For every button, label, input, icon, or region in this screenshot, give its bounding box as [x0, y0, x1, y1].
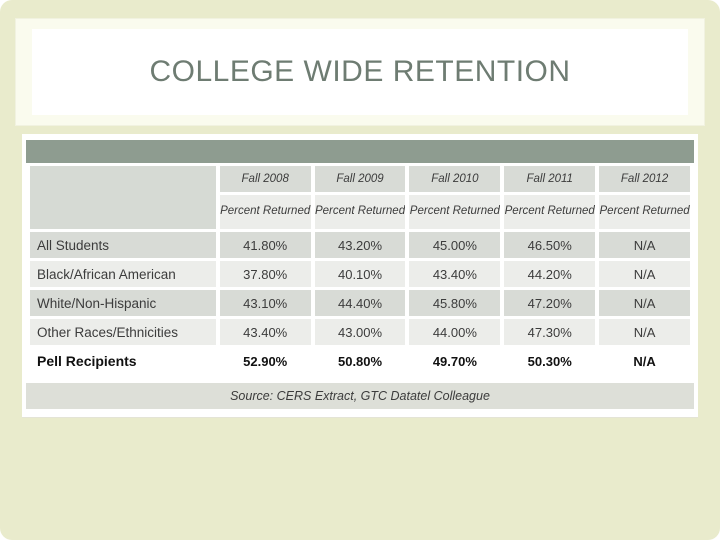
table-row: Black/African American 37.80% 40.10% 43.…: [30, 261, 690, 287]
data-cell: 45.80%: [409, 290, 501, 316]
table-row: White/Non-Hispanic 43.10% 44.40% 45.80% …: [30, 290, 690, 316]
row-label: All Students: [30, 232, 216, 258]
column-header: Fall 2010: [409, 166, 501, 192]
data-cell: 43.40%: [409, 261, 501, 287]
data-cell: 46.50%: [504, 232, 596, 258]
data-cell: 43.20%: [314, 232, 406, 258]
data-cell: 44.00%: [409, 319, 501, 345]
title-box: COLLEGE WIDE RETENTION: [32, 29, 688, 115]
data-cell: 47.20%: [504, 290, 596, 316]
row-label: White/Non-Hispanic: [30, 290, 216, 316]
data-cell: N/A: [599, 348, 690, 374]
subheader-cell: Percent Returned: [504, 195, 596, 229]
subheader-cell: Percent Returned: [314, 195, 406, 229]
row-label: Black/African American: [30, 261, 216, 287]
data-cell: 44.20%: [504, 261, 596, 287]
title-card: COLLEGE WIDE RETENTION: [15, 18, 705, 126]
data-cell: 52.90%: [219, 348, 311, 374]
table-card: Fall 2008 Fall 2009 Fall 2010 Fall 2011 …: [22, 134, 698, 418]
table-header-row-terms: Fall 2008 Fall 2009 Fall 2010 Fall 2011 …: [30, 166, 690, 229]
data-cell: 43.00%: [314, 319, 406, 345]
row-label: Other Races/Ethnicities: [30, 319, 216, 345]
data-cell: 44.40%: [314, 290, 406, 316]
column-header: Fall 2009: [314, 166, 406, 192]
table-header-band: [26, 140, 694, 163]
data-cell: N/A: [599, 319, 690, 345]
page-title: COLLEGE WIDE RETENTION: [149, 55, 571, 88]
table-row-pell-recipients: Pell Recipients 52.90% 50.80% 49.70% 50.…: [30, 348, 690, 374]
data-cell: N/A: [599, 261, 690, 287]
data-cell: N/A: [599, 290, 690, 316]
data-cell: N/A: [599, 232, 690, 258]
source-note: Source: CERS Extract, GTC Datatel Collea…: [26, 383, 694, 409]
data-cell: 45.00%: [409, 232, 501, 258]
data-cell: 50.30%: [504, 348, 596, 374]
subheader-cell: Percent Returned: [599, 195, 690, 229]
table-header-row-subheaders: Percent Returned Percent Returned Percen…: [30, 195, 690, 229]
retention-table: Fall 2008 Fall 2009 Fall 2010 Fall 2011 …: [26, 163, 694, 377]
data-cell: 49.70%: [409, 348, 501, 374]
subheader-cell: Percent Returned: [409, 195, 501, 229]
subheader-cell: Percent Returned: [219, 195, 311, 229]
table-row: Other Races/Ethnicities 43.40% 43.00% 44…: [30, 319, 690, 345]
data-cell: 43.40%: [219, 319, 311, 345]
data-cell: 37.80%: [219, 261, 311, 287]
column-header: Fall 2008: [219, 166, 311, 192]
data-cell: 43.10%: [219, 290, 311, 316]
data-cell: 41.80%: [219, 232, 311, 258]
column-header: Fall 2011: [504, 166, 596, 192]
column-header: Fall 2012: [599, 166, 690, 192]
data-cell: 47.30%: [504, 319, 596, 345]
data-cell: 50.80%: [314, 348, 406, 374]
corner-cell: [30, 166, 216, 229]
row-label: Pell Recipients: [30, 348, 216, 374]
data-cell: 40.10%: [314, 261, 406, 287]
table-row: All Students 41.80% 43.20% 45.00% 46.50%…: [30, 232, 690, 258]
